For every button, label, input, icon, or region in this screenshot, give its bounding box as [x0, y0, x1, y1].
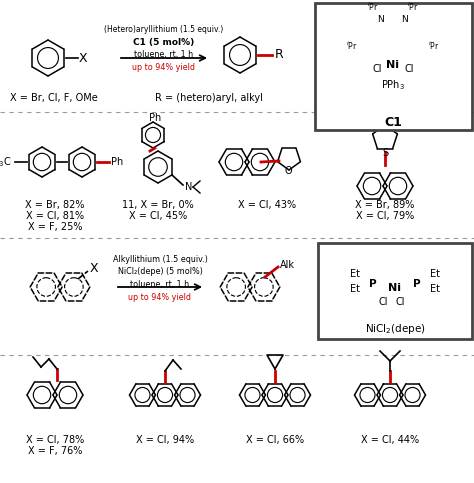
Bar	[315, 3, 472, 130]
Text: Ni: Ni	[389, 283, 401, 293]
Text: Cl: Cl	[404, 64, 414, 74]
Text: Et: Et	[350, 284, 360, 294]
Text: X = Cl, 44%: X = Cl, 44%	[361, 435, 419, 445]
Text: Et: Et	[430, 269, 440, 279]
Text: X = Cl, 94%: X = Cl, 94%	[136, 435, 194, 445]
Text: N: N	[378, 14, 384, 24]
Text: X = Br, Cl, F, OMe: X = Br, Cl, F, OMe	[10, 93, 98, 103]
Text: X = Cl, 66%: X = Cl, 66%	[246, 435, 304, 445]
Text: X: X	[90, 262, 99, 275]
Text: $^i$Pr: $^i$Pr	[367, 1, 379, 13]
Text: $^i$Pr: $^i$Pr	[407, 1, 419, 13]
Text: S: S	[382, 148, 388, 158]
Text: X = Br, 89%: X = Br, 89%	[356, 200, 415, 210]
Text: Cl: Cl	[378, 297, 388, 307]
Text: F$_3$C: F$_3$C	[0, 155, 12, 169]
Text: Et: Et	[350, 269, 360, 279]
Text: toluene, rt, 1 h: toluene, rt, 1 h	[135, 51, 193, 59]
Text: X = F, 76%: X = F, 76%	[28, 446, 82, 456]
Text: $^i$Pr: $^i$Pr	[346, 40, 358, 52]
Text: Ph: Ph	[149, 113, 161, 123]
Text: X = Cl, 78%: X = Cl, 78%	[26, 435, 84, 445]
Text: R: R	[275, 48, 284, 61]
Text: X = Br, 82%: X = Br, 82%	[25, 200, 85, 210]
Text: X = F, 25%: X = F, 25%	[28, 222, 82, 232]
Text: $^i$Pr: $^i$Pr	[428, 40, 440, 52]
Text: N: N	[401, 14, 409, 24]
Text: X: X	[79, 52, 88, 65]
Text: X = Cl, 79%: X = Cl, 79%	[356, 211, 414, 221]
Text: Ph: Ph	[111, 157, 123, 167]
Text: up to 94% yield: up to 94% yield	[133, 62, 195, 71]
Text: Alkyllithium (1.5 equiv.): Alkyllithium (1.5 equiv.)	[112, 256, 208, 265]
Text: C1: C1	[384, 115, 402, 128]
Text: (Hetero)aryllithium (1.5 equiv.): (Hetero)aryllithium (1.5 equiv.)	[104, 26, 224, 34]
Text: 11, X = Br, 0%: 11, X = Br, 0%	[122, 200, 194, 210]
Text: X = Cl, 45%: X = Cl, 45%	[129, 211, 187, 221]
Text: P: P	[369, 279, 377, 289]
Text: C1 (5 mol%): C1 (5 mol%)	[133, 38, 195, 46]
Text: Ni: Ni	[386, 60, 400, 70]
Text: up to 94% yield: up to 94% yield	[128, 293, 191, 301]
Text: NiCl₂(depe) (5 mol%): NiCl₂(depe) (5 mol%)	[118, 268, 202, 276]
Text: X = Cl, 43%: X = Cl, 43%	[238, 200, 296, 210]
Text: X = Cl, 81%: X = Cl, 81%	[26, 211, 84, 221]
Text: Cl: Cl	[372, 64, 382, 74]
Text: NiCl$_2$(depe): NiCl$_2$(depe)	[365, 322, 426, 336]
Text: O: O	[284, 166, 292, 176]
Text: Et: Et	[430, 284, 440, 294]
Bar	[318, 243, 472, 339]
Text: N: N	[185, 182, 192, 192]
Text: PPh$_3$: PPh$_3$	[381, 78, 405, 92]
Text: Alk: Alk	[280, 260, 295, 270]
Text: toluene, rt, 1 h: toluene, rt, 1 h	[130, 281, 190, 289]
Text: R = (hetero)aryl, alkyl: R = (hetero)aryl, alkyl	[155, 93, 263, 103]
Text: P: P	[413, 279, 421, 289]
Text: Cl: Cl	[395, 297, 405, 307]
